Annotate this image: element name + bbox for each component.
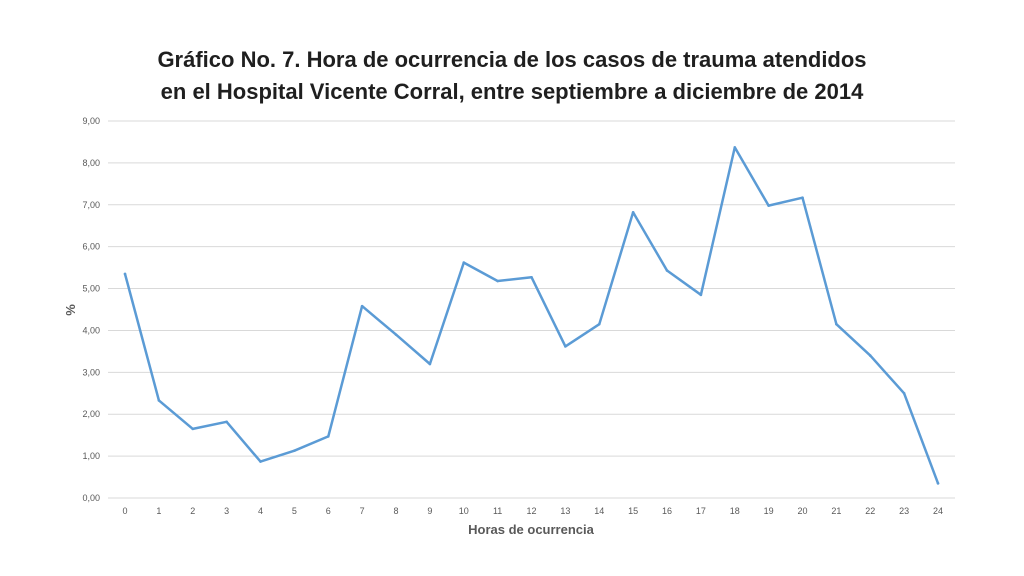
y-axis-title: % [63,304,78,316]
x-tick-label: 17 [696,506,706,516]
data-point [157,399,161,402]
x-tick-label: 19 [764,506,774,516]
x-tick-label: 4 [258,506,263,516]
data-point [360,304,364,308]
chart-title-line-1: Gráfico No. 7. Hora de ocurrencia de los… [157,47,867,72]
y-tick-label: 6,00 [82,242,100,252]
data-point [733,146,737,149]
data-point [835,322,838,326]
data-point [496,279,499,283]
data-point [767,204,770,207]
series-line [123,146,940,485]
gridlines [108,120,955,499]
chart-title-line-2: en el Hospital Vicente Corral, entre sep… [160,79,864,104]
x-tick-label: 22 [865,506,875,516]
data-point [699,293,703,297]
x-tick-label: 8 [393,506,398,516]
data-point [225,420,228,424]
y-tick-label: 3,00 [82,367,100,377]
y-tick-label: 7,00 [82,200,100,210]
y-tick-label: 1,00 [82,451,100,461]
y-tick-label: 4,00 [82,325,100,335]
x-tick-label: 23 [899,506,909,516]
x-tick-label: 14 [594,506,604,516]
x-tick-label: 12 [526,506,536,516]
data-point [259,460,262,463]
data-point [191,427,195,431]
y-tick-label: 2,00 [82,409,100,419]
data-point [631,211,635,214]
x-tick-label: 16 [662,506,672,516]
y-tick-label: 9,00 [82,116,100,126]
data-point [462,261,466,264]
x-tick-label: 6 [326,506,331,516]
data-point [801,196,804,199]
x-tick-label: 3 [224,506,229,516]
y-axis-ticks: 0,00 1,00 2,00 3,00 4,00 5,00 6,00 7,00 8,00 9,00 [82,116,100,503]
data-point [902,391,906,395]
x-axis-ticks: 0 1 2 3 4 5 6 7 8 9 10 11 12 13 14 15 16 17 18 19 20 21 22 23 24 [122,506,943,516]
data-point [936,482,940,485]
x-tick-label: 21 [831,506,841,516]
y-tick-label: 5,00 [82,284,100,294]
series-lines [123,146,940,485]
x-tick-label: 0 [122,506,127,516]
x-tick-label: 7 [360,506,365,516]
x-tick-label: 13 [560,506,570,516]
data-point [428,362,432,366]
x-axis-title: Horas de ocurrencia [468,522,594,537]
data-point [326,435,330,438]
x-tick-label: 9 [427,506,432,516]
data-point [530,275,533,279]
x-tick-label: 18 [730,506,740,516]
chart-title: Gráfico No. 7. Hora de ocurrencia de los… [0,44,1024,108]
x-tick-label: 20 [797,506,807,516]
x-tick-label: 2 [190,506,195,516]
data-point [665,269,669,272]
x-tick-label: 1 [156,506,161,516]
data-point [394,333,398,336]
y-tick-label: 8,00 [82,158,100,168]
x-tick-label: 5 [292,506,297,516]
y-tick-label: 0,00 [82,493,100,503]
data-point [123,272,127,276]
data-point [293,449,296,452]
data-point [597,322,601,326]
x-tick-label: 11 [493,506,502,516]
data-point [868,354,872,357]
data-point [564,345,567,348]
x-tick-label: 10 [459,506,469,516]
x-tick-label: 15 [628,506,638,516]
x-tick-label: 24 [933,506,943,516]
